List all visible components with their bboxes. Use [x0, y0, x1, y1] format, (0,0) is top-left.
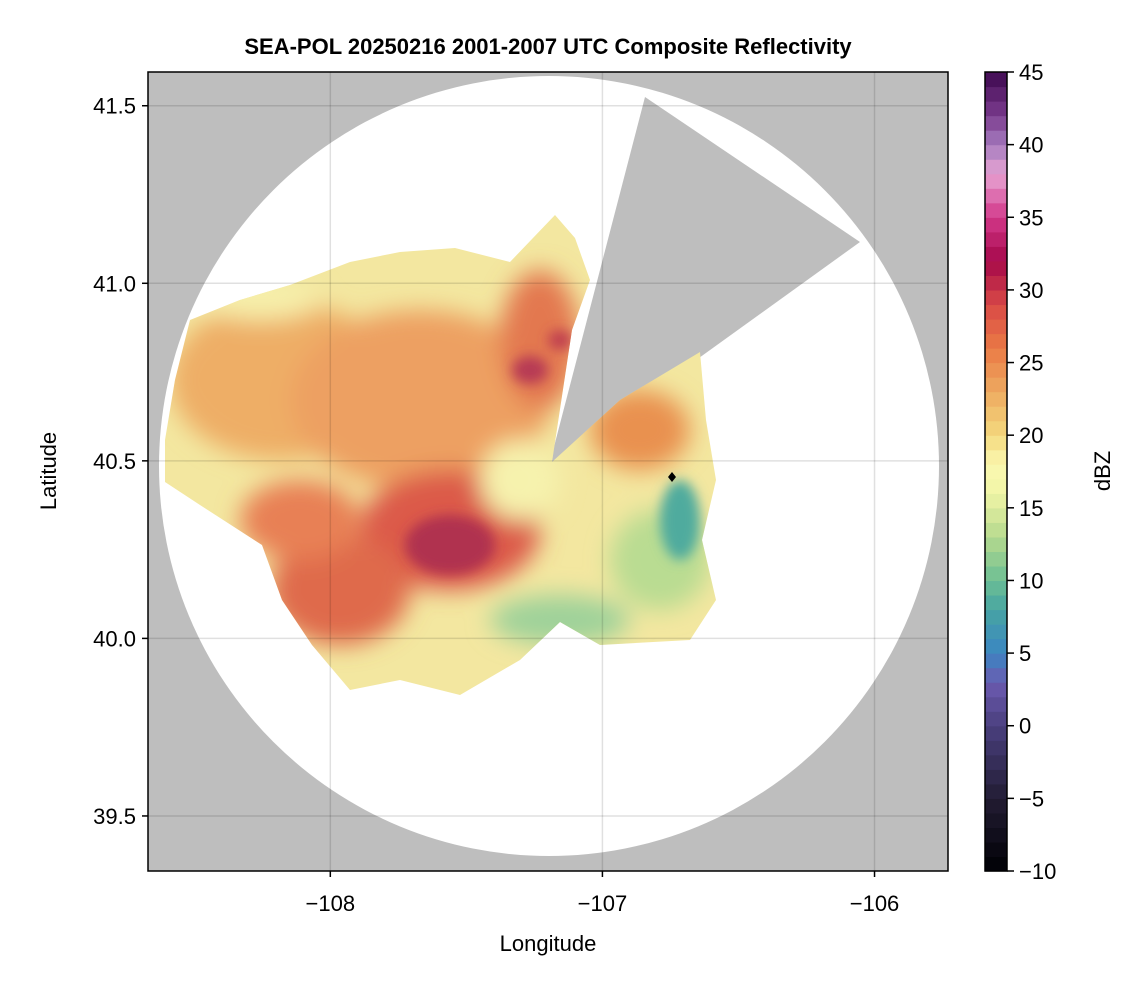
colorbar-tick-label: −10: [1019, 859, 1056, 884]
colorbar-bin: [985, 841, 1007, 858]
colorbar-bin: [985, 246, 1007, 262]
y-tick-label: 40.5: [93, 449, 136, 474]
colorbar-bin: [985, 202, 1007, 218]
colorbar-bin: [985, 144, 1007, 160]
colorbar-bin: [985, 624, 1007, 640]
colorbar-tick-label: 0: [1019, 714, 1031, 739]
colorbar-bin: [985, 72, 1007, 88]
colorbar-bin: [985, 159, 1007, 175]
colorbar-bin: [985, 420, 1007, 436]
colorbar-bin: [985, 594, 1007, 611]
x-tick-label: −108: [306, 891, 356, 916]
colorbar-bin: [985, 522, 1007, 538]
colorbar-bin: [985, 333, 1007, 349]
colorbar-label: dBZ: [1090, 451, 1115, 491]
colorbar-bin: [985, 377, 1007, 393]
blocked-wedge: [549, 97, 860, 466]
colorbar-bin: [985, 580, 1007, 596]
colorbar-bin: [985, 682, 1007, 698]
colorbar-bin: [985, 565, 1007, 582]
colorbar-bin: [985, 812, 1007, 829]
colorbar-bin: [985, 696, 1007, 712]
colorbar-tick-label: 35: [1019, 205, 1043, 230]
x-axis: −108 −107 −106: [306, 871, 900, 916]
colorbar-tick-label: −5: [1019, 786, 1044, 811]
x-tick-label: −106: [850, 891, 900, 916]
colorbar-tick-label: 40: [1019, 133, 1043, 158]
colorbar-tick-label: 20: [1019, 423, 1043, 448]
colorbar-bin: [985, 188, 1007, 204]
colorbar-bin: [985, 435, 1007, 451]
colorbar-bin: [985, 304, 1007, 320]
colorbar-tick-label: 30: [1019, 278, 1043, 303]
y-tick-label: 41.5: [93, 94, 136, 119]
x-tick-label: −107: [578, 891, 628, 916]
plot-area: [148, 72, 948, 871]
colorbar-tick-label: 15: [1019, 496, 1043, 521]
x-axis-label: Longitude: [500, 931, 597, 956]
colorbar-bin: [985, 551, 1007, 567]
colorbar-bin: [985, 348, 1007, 364]
colorbar-bin: [985, 754, 1007, 770]
colorbar-bin: [985, 86, 1007, 102]
colorbar-bin: [985, 478, 1007, 494]
grid-lines: [148, 72, 948, 871]
colorbar-bin: [985, 391, 1007, 407]
marker-diamond: [668, 472, 676, 482]
colorbar-bin: [985, 798, 1007, 814]
colorbar-bin: [985, 318, 1007, 335]
colorbar-bin: [985, 536, 1007, 552]
colorbar-tick-label: 10: [1019, 568, 1043, 593]
colorbar-bin: [985, 653, 1007, 669]
colorbar-bin: [985, 260, 1007, 276]
colorbar-bin: [985, 101, 1007, 117]
y-axis-label: Latitude: [36, 432, 61, 510]
y-axis: 39.5 40.0 40.5 41.0 41.5: [93, 94, 148, 829]
colorbar-bin: [985, 740, 1007, 756]
colorbar-bin: [985, 493, 1007, 509]
plot-frame: [147, 71, 949, 872]
colorbar-frame: [984, 71, 1008, 872]
colorbar-bin: [985, 130, 1007, 146]
colorbar-bin: [985, 507, 1007, 523]
colorbar-tick-label: 45: [1019, 60, 1043, 85]
colorbar-bin: [985, 783, 1007, 799]
y-tick-label: 40.0: [93, 626, 136, 651]
colorbar-bin: [985, 856, 1007, 872]
colorbar-bin: [985, 115, 1007, 131]
colorbar-bin: [985, 289, 1007, 306]
colorbar-tick-label: 5: [1019, 641, 1031, 666]
colorbar-bin: [985, 231, 1007, 247]
colorbar-bin: [985, 667, 1007, 683]
colorbar-bin: [985, 725, 1007, 741]
colorbar-bin: [985, 464, 1007, 480]
colorbar: −10 −5 0 5 10 15 20 25 30 35 40 45: [984, 60, 1056, 884]
colorbar-bin: [985, 406, 1007, 422]
colorbar-bin: [985, 769, 1007, 785]
chart-title: SEA-POL 20250216 2001-2007 UTC Composite…: [244, 34, 852, 59]
colorbar-bin: [985, 217, 1007, 233]
y-tick-label: 41.0: [93, 271, 136, 296]
colorbar-bin: [985, 362, 1007, 378]
colorbar-bin: [985, 827, 1007, 843]
colorbar-bin: [985, 609, 1007, 625]
colorbar-bin: [985, 275, 1007, 291]
y-tick-label: 39.5: [93, 804, 136, 829]
colorbar-bin: [985, 173, 1007, 189]
colorbar-bin: [985, 449, 1007, 465]
colorbar-bin: [985, 638, 1007, 654]
colorbar-tick-label: 25: [1019, 351, 1043, 376]
colorbar-bin: [985, 711, 1007, 727]
